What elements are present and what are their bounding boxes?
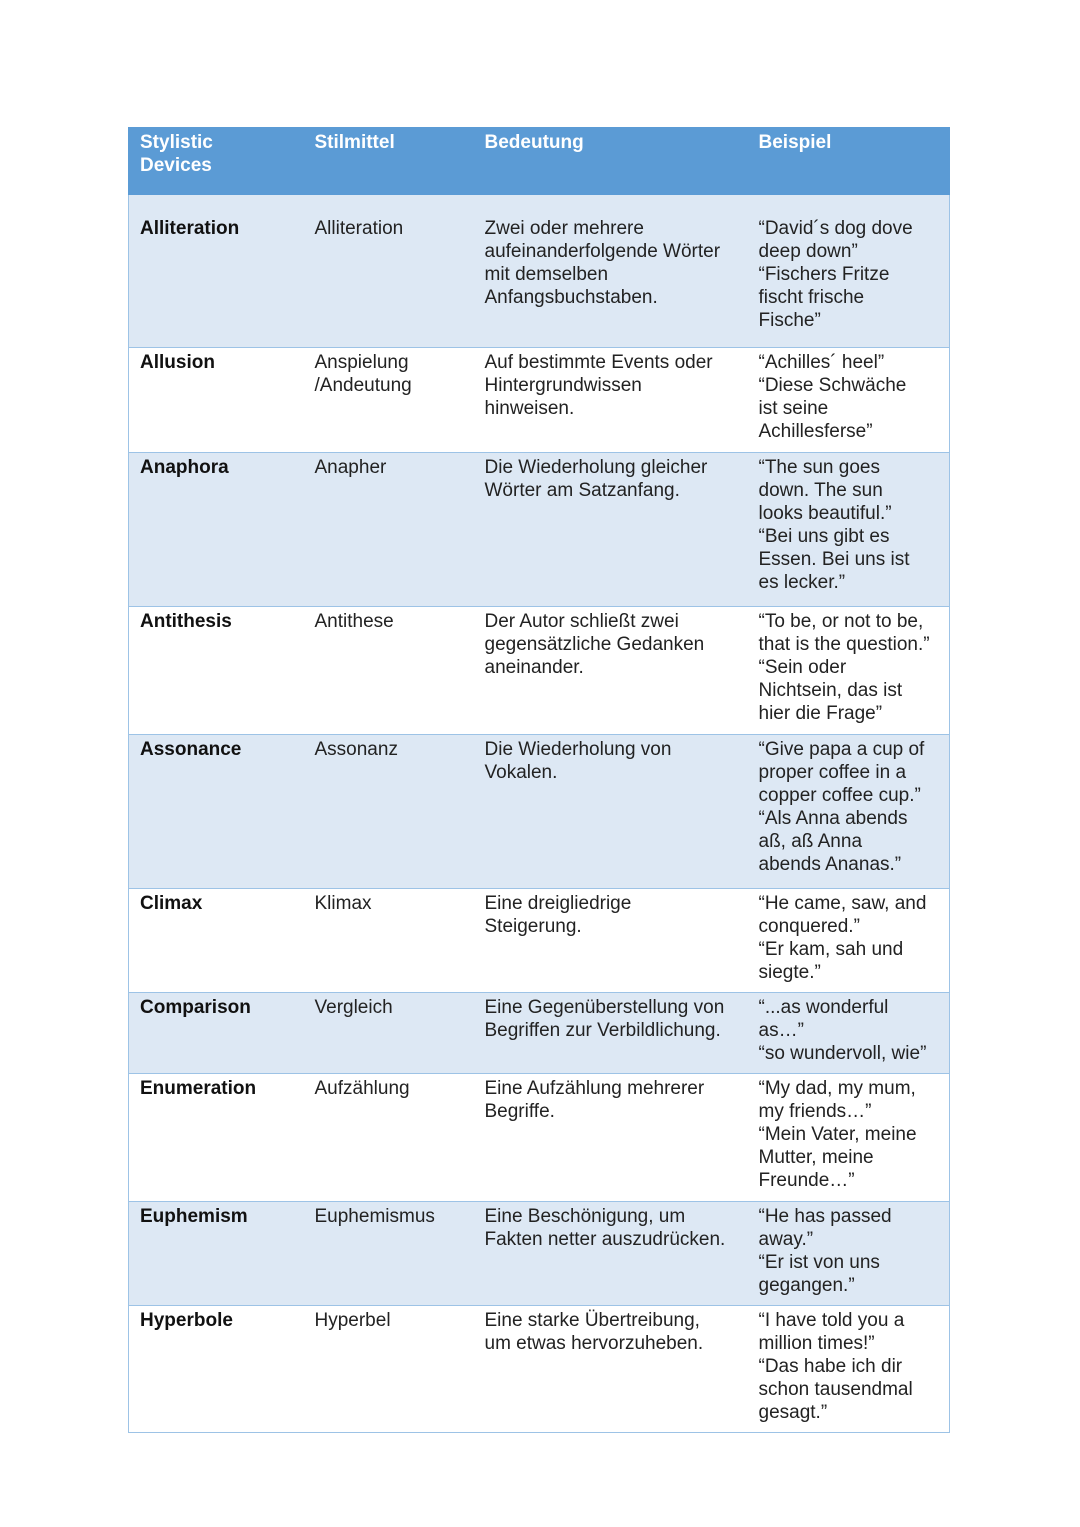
- table-row: Allusion Anspielung /Andeutung Auf bestimm…: [128, 347, 950, 453]
- cell-beispiel: “Give papa a cup of proper coffee in a c…: [747, 734, 950, 889]
- header-stylistic-devices: Stylistic Devices: [128, 127, 304, 195]
- cell-bedeutung: Eine Gegenüberstellung von Begriffen zur…: [473, 992, 748, 1074]
- table-row: Enumeration Aufzählung Eine Aufzählung meh…: [128, 1073, 950, 1202]
- cell-bedeutung: Zwei oder mehrere aufeinanderfolgende Wö…: [473, 194, 748, 348]
- cell-stilmittel: Klimax: [303, 888, 474, 993]
- cell-bedeutung: Eine starke Übertreibung, um etwas hervo…: [473, 1305, 748, 1433]
- cell-bedeutung: Eine Aufzählung mehrerer Begriffe.: [473, 1073, 748, 1202]
- cell-bedeutung: Die Wiederholung von Vokalen.: [473, 734, 748, 889]
- cell-device: Climax: [128, 888, 304, 993]
- cell-device: Euphemism: [128, 1201, 304, 1306]
- table-row: Climax Klimax Eine dreigliedrige Steigerun…: [128, 888, 950, 993]
- table-row: Alliteration Alliteration Zwei oder mehrer…: [128, 194, 950, 348]
- cell-stilmittel: Vergleich: [303, 992, 474, 1074]
- header-bedeutung: Bedeutung: [473, 127, 748, 195]
- cell-beispiel: “David´s dog dove deep down” “Fischers F…: [747, 194, 950, 348]
- cell-stilmittel: Antithese: [303, 606, 474, 735]
- table-row: Assonance Assonanz Die Wiederholung von Vo…: [128, 734, 950, 889]
- cell-stilmittel: Alliteration: [303, 194, 474, 348]
- cell-beispiel: “He came, saw, and conquered.” “Er kam, …: [747, 888, 950, 993]
- cell-stilmittel: Euphemismus: [303, 1201, 474, 1306]
- cell-bedeutung: Die Wiederholung gleicher Wörter am Satz…: [473, 452, 748, 607]
- cell-bedeutung: Eine Beschönigung, um Fakten netter ausz…: [473, 1201, 748, 1306]
- cell-beispiel: “The sun goes down. The sun looks beauti…: [747, 452, 950, 607]
- cell-bedeutung: Der Autor schließt zwei gegensätzliche G…: [473, 606, 748, 735]
- cell-stilmittel: Anspielung /Andeutung: [303, 347, 474, 453]
- cell-beispiel: “To be, or not to be, that is the questi…: [747, 606, 950, 735]
- cell-stilmittel: Aufzählung: [303, 1073, 474, 1202]
- table-row: Anaphora Anapher Die Wiederholung gleicher…: [128, 452, 950, 607]
- header-row: Stylistic Devices Stilmittel Bedeutung B…: [128, 127, 950, 195]
- cell-device: Assonance: [128, 734, 304, 889]
- cell-beispiel: “...as wonderful as…” “so wundervoll, wi…: [747, 992, 950, 1074]
- header-beispiel: Beispiel: [747, 127, 950, 195]
- cell-device: Comparison: [128, 992, 304, 1074]
- cell-beispiel: “Achilles´ heel” “Diese Schwäche ist sei…: [747, 347, 950, 453]
- cell-bedeutung: Auf bestimmte Events oder Hintergrundwis…: [473, 347, 748, 453]
- cell-device: Antithesis: [128, 606, 304, 735]
- cell-stilmittel: Assonanz: [303, 734, 474, 889]
- cell-device: Hyperbole: [128, 1305, 304, 1433]
- cell-stilmittel: Hyperbel: [303, 1305, 474, 1433]
- cell-device: Anaphora: [128, 452, 304, 607]
- header-stilmittel: Stilmittel: [303, 127, 474, 195]
- table-row: Hyperbole Hyperbel Eine starke Übertreibun…: [128, 1305, 950, 1433]
- stylistic-devices-table: Stylistic Devices Stilmittel Bedeutung B…: [128, 127, 950, 1433]
- cell-beispiel: “I have told you a million times!” “Das …: [747, 1305, 950, 1433]
- table-row: Antithesis Antithese Der Autor schließt zw…: [128, 606, 950, 735]
- table-row: Comparison Vergleich Eine Gegenüberstellun…: [128, 992, 950, 1074]
- cell-bedeutung: Eine dreigliedrige Steigerung.: [473, 888, 748, 993]
- cell-device: Allusion: [128, 347, 304, 453]
- cell-stilmittel: Anapher: [303, 452, 474, 607]
- cell-device: Enumeration: [128, 1073, 304, 1202]
- cell-beispiel: “He has passed away.” “Er ist von uns ge…: [747, 1201, 950, 1306]
- table-row: Euphemism Euphemismus Eine Beschönigung, u…: [128, 1201, 950, 1306]
- cell-device: Alliteration: [128, 194, 304, 348]
- cell-beispiel: “My dad, my mum, my friends…” “Mein Vate…: [747, 1073, 950, 1202]
